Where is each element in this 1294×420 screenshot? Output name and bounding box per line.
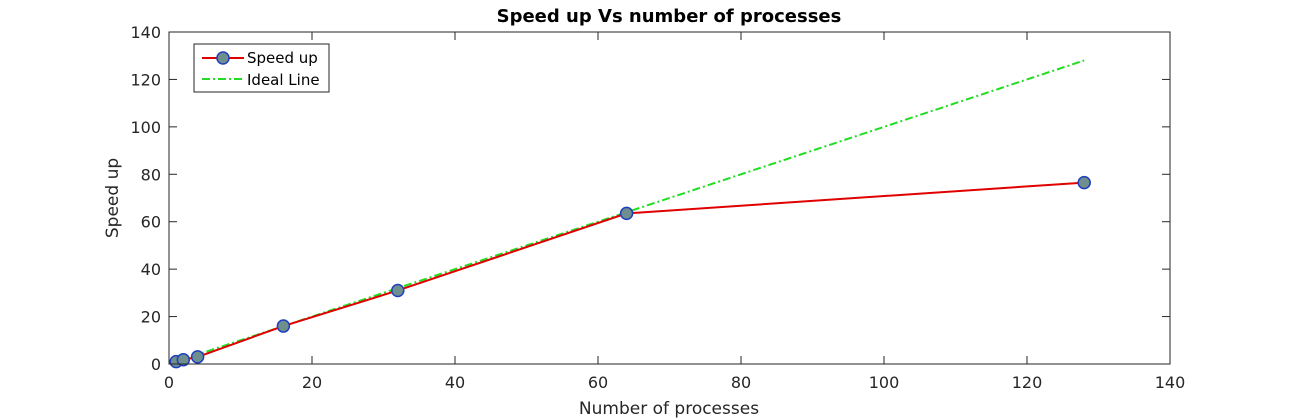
y-tick-label: 20 [141, 308, 161, 327]
speedup-data-point [190, 350, 205, 364]
legend-ideal-label: Ideal Line [247, 71, 320, 89]
x-axis-label: Number of processes [579, 399, 759, 419]
speedup-data-point [276, 319, 291, 333]
x-tick-label: 20 [302, 373, 322, 392]
y-tick-label: 80 [141, 165, 161, 184]
x-tick-label: 60 [588, 373, 608, 392]
y-tick-label: 60 [141, 213, 161, 232]
plot-area [169, 59, 1091, 369]
speedup-data-point [619, 206, 634, 221]
legend: Speed up Ideal Line [193, 43, 330, 93]
axes-box [168, 31, 1171, 365]
x-tick-label: 140 [1155, 373, 1186, 392]
legend-box [193, 43, 330, 93]
chart-title: Speed up Vs number of processes [497, 6, 842, 27]
ticks: 0 20 40 60 80 100 120 140 0 20 40 60 80 100 120 140 [130, 23, 1185, 392]
speedup-data-point [1077, 175, 1091, 190]
y-tick-label: 140 [130, 23, 161, 42]
y-tick-label: 120 [130, 70, 161, 89]
x-tick-label: 100 [869, 373, 900, 392]
x-tick-label: 40 [445, 373, 465, 392]
x-tick-label: 0 [164, 373, 174, 392]
y-tick-label: 0 [151, 355, 161, 374]
y-axis-label: Speed up [103, 158, 123, 238]
y-tick-label: 40 [141, 260, 161, 279]
y-tick-label: 100 [130, 118, 161, 137]
speedup-data-point [176, 352, 191, 367]
speedup-data-point [391, 283, 405, 298]
legend-speedup-marker [216, 51, 230, 65]
x-tick-label: 120 [1012, 373, 1043, 392]
legend-speedup-label: Speed up [247, 49, 318, 67]
x-tick-label: 80 [731, 373, 751, 392]
